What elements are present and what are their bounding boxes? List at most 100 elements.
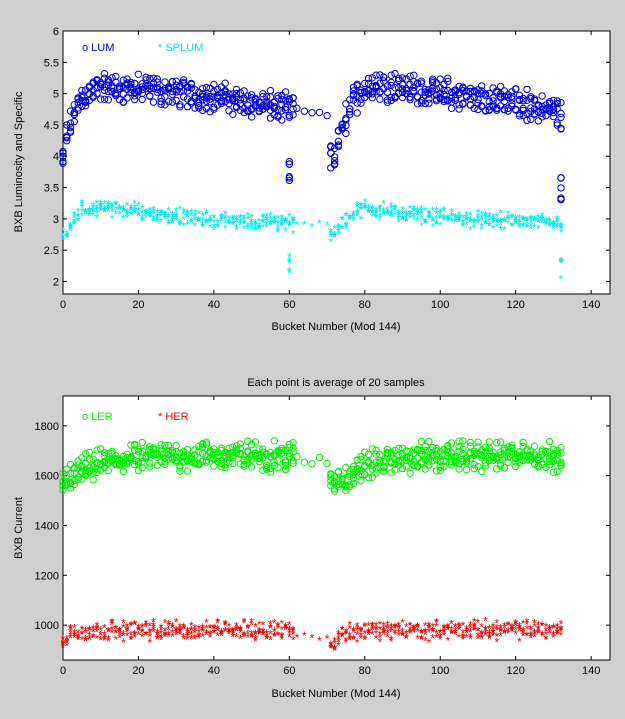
data-point-her: * xyxy=(189,624,194,638)
data-point-splum: * xyxy=(227,213,232,227)
data-point-her: * xyxy=(230,631,235,645)
data-point-lum xyxy=(398,74,407,82)
data-point-her: * xyxy=(178,628,183,642)
data-point-splum: * xyxy=(351,214,356,228)
data-point-splum: * xyxy=(476,217,481,231)
data-point-her: * xyxy=(102,621,107,635)
data-point-her: * xyxy=(374,623,379,637)
data-point-ler xyxy=(138,438,146,447)
data-point-her: * xyxy=(445,623,450,637)
data-point-splum: * xyxy=(540,213,545,227)
data-point-her: * xyxy=(404,621,409,635)
data-point-her: * xyxy=(234,623,239,637)
data-point-her: * xyxy=(366,625,371,639)
data-point-lum xyxy=(74,104,82,112)
data-point-splum: * xyxy=(559,221,564,235)
data-point-her: * xyxy=(276,620,281,634)
data-point-her: * xyxy=(261,619,266,633)
data-point-lum xyxy=(59,149,67,157)
data-point-splum: * xyxy=(396,213,401,227)
data-point-her: * xyxy=(400,628,405,642)
data-point-lum xyxy=(229,110,237,119)
current-y-tick-label: 1000 xyxy=(35,620,59,632)
data-point-lum xyxy=(330,160,339,168)
data-point-her: * xyxy=(268,617,273,631)
data-point-ler xyxy=(78,454,86,462)
data-point-splum: * xyxy=(253,219,258,233)
data-point-splum: * xyxy=(378,205,383,219)
data-point-her: * xyxy=(430,620,435,634)
data-point-her: * xyxy=(208,628,213,642)
data-point-splum: * xyxy=(68,219,73,233)
data-point-her: * xyxy=(370,619,375,633)
data-point-lum xyxy=(357,95,365,103)
current-y-axis-label: BXB Current xyxy=(13,497,25,559)
data-point-her: * xyxy=(291,624,296,638)
data-point-lum xyxy=(153,83,162,92)
data-point-her: * xyxy=(472,623,477,637)
current-data-points: ***** ***** ***** ***** ***** ********** *****… xyxy=(59,437,565,658)
data-point-lum xyxy=(346,96,354,104)
data-point-splum: * xyxy=(487,212,492,226)
data-point-splum: * xyxy=(279,219,284,233)
data-point-her: * xyxy=(328,639,333,653)
data-point-lum xyxy=(281,97,290,105)
data-point-splum: * xyxy=(351,209,356,223)
data-point-her: * xyxy=(132,631,137,645)
data-point-splum: * xyxy=(555,219,560,233)
data-point-her: * xyxy=(80,623,85,637)
data-point-splum: * xyxy=(468,213,473,227)
data-point-her: * xyxy=(525,616,530,630)
data-point-her: * xyxy=(102,632,107,646)
data-point-splum: * xyxy=(506,217,511,231)
data-point-ler xyxy=(432,447,441,455)
data-point-ler xyxy=(146,450,154,458)
data-point-lum xyxy=(146,84,154,93)
data-point-her: * xyxy=(144,628,149,642)
data-point-splum: * xyxy=(430,221,435,235)
data-point-splum: * xyxy=(347,211,352,225)
data-point-ler xyxy=(255,458,263,466)
data-point-lum xyxy=(346,110,354,119)
data-point-her: * xyxy=(98,624,103,638)
data-point-splum: * xyxy=(540,209,545,223)
data-point-splum: * xyxy=(196,215,201,229)
data-point-splum: * xyxy=(498,218,503,232)
data-point-lum xyxy=(198,96,207,104)
data-point-splum: * xyxy=(72,209,77,223)
data-point-splum: * xyxy=(487,219,492,233)
data-point-splum: * xyxy=(544,215,549,229)
data-point-her: * xyxy=(510,625,515,639)
data-point-lum xyxy=(236,106,245,115)
data-point-splum: * xyxy=(449,215,454,229)
data-point-splum: * xyxy=(110,212,115,226)
data-point-ler xyxy=(63,479,71,487)
data-point-splum: * xyxy=(381,207,386,221)
data-point-splum: * xyxy=(419,220,424,234)
data-point-splum: * xyxy=(83,205,88,219)
data-point-splum: * xyxy=(517,218,522,232)
data-point-ler xyxy=(395,456,403,465)
data-point-her: * xyxy=(344,627,349,641)
data-point-ler xyxy=(59,469,67,477)
data-point-splum: * xyxy=(287,210,292,224)
data-point-splum: * xyxy=(525,213,530,227)
data-point-lum xyxy=(206,108,214,116)
data-point-her: * xyxy=(340,631,345,645)
data-point-splum: * xyxy=(464,213,469,227)
data-point-splum: * xyxy=(559,256,564,270)
data-point-splum: * xyxy=(91,199,96,213)
data-point-splum: * xyxy=(483,208,488,222)
data-point-her: * xyxy=(163,629,168,643)
data-point-lum xyxy=(387,78,395,87)
data-point-splum: * xyxy=(494,214,499,228)
data-point-splum: * xyxy=(163,208,168,222)
data-point-splum: * xyxy=(555,222,560,236)
data-point-splum: * xyxy=(212,216,217,230)
data-point-splum: * xyxy=(457,214,462,228)
luminosity-x-tick-label: 0 xyxy=(60,299,66,311)
data-point-lum xyxy=(455,88,463,97)
data-point-splum: * xyxy=(181,205,186,219)
data-point-splum: * xyxy=(129,208,134,222)
data-point-splum: * xyxy=(411,205,416,219)
